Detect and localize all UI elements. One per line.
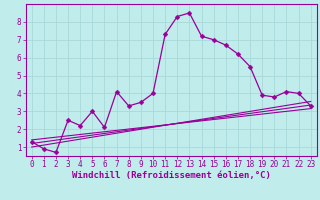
X-axis label: Windchill (Refroidissement éolien,°C): Windchill (Refroidissement éolien,°C) xyxy=(72,171,271,180)
